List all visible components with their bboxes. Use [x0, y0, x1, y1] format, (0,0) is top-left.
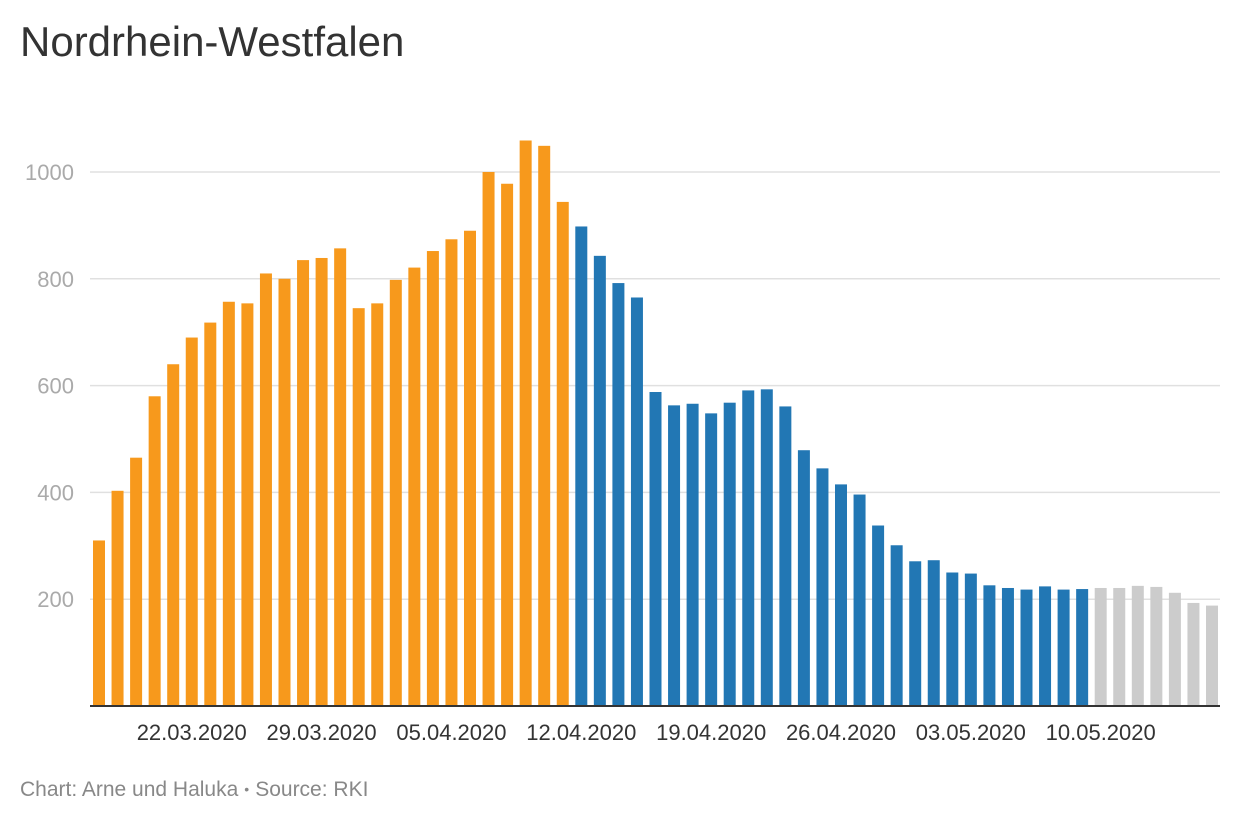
chart-credit: Chart: Arne und Haluka — [20, 778, 239, 801]
bar — [890, 545, 903, 706]
bar — [1057, 589, 1070, 706]
bar — [1020, 589, 1033, 706]
y-tick-label: 1000 — [25, 160, 74, 185]
bar — [259, 273, 272, 706]
bar — [927, 560, 940, 706]
bar — [408, 267, 421, 706]
bar — [93, 540, 105, 706]
bar — [501, 183, 514, 707]
bar — [668, 405, 681, 706]
x-tick-label: 26.04.2020 — [786, 720, 896, 745]
bar — [630, 297, 643, 706]
bar — [1150, 586, 1163, 706]
bar — [315, 257, 328, 706]
bar — [241, 303, 254, 706]
bar — [222, 301, 235, 706]
bar — [464, 230, 476, 707]
y-tick-label: 200 — [37, 587, 74, 612]
bar — [835, 484, 847, 706]
bar — [1076, 589, 1089, 706]
footer-separator: • — [244, 781, 250, 797]
x-tick-label: 19.04.2020 — [656, 720, 766, 745]
bar — [204, 322, 217, 706]
x-tick-label: 12.04.2020 — [526, 720, 636, 745]
x-tick-label: 03.05.2020 — [916, 720, 1026, 745]
chart-footer: Chart: Arne und Haluka • Source: RKI — [20, 778, 368, 802]
bar — [723, 402, 736, 706]
bar — [964, 573, 977, 706]
bar — [167, 364, 180, 706]
bar — [1206, 605, 1218, 706]
x-tick-label: 10.05.2020 — [1046, 720, 1156, 745]
bar — [612, 283, 625, 706]
bar — [130, 457, 143, 706]
bar — [742, 390, 755, 706]
bar — [1131, 585, 1144, 706]
bar — [519, 140, 532, 706]
bar — [371, 303, 384, 706]
bar — [797, 450, 810, 706]
bar — [1168, 592, 1181, 706]
bar — [686, 403, 699, 706]
bar — [816, 468, 829, 706]
bar — [352, 308, 365, 706]
bar — [1001, 587, 1014, 706]
y-tick-label: 400 — [37, 480, 74, 505]
bar — [593, 255, 606, 706]
bar — [148, 396, 161, 706]
bar — [185, 337, 198, 706]
bar — [983, 585, 996, 706]
bar — [575, 226, 588, 706]
bar — [389, 279, 402, 706]
bar — [946, 572, 959, 706]
x-tick-label: 29.03.2020 — [267, 720, 377, 745]
bar — [1113, 587, 1126, 706]
y-tick-label: 600 — [37, 374, 74, 399]
y-tick-label: 800 — [37, 267, 74, 292]
chart-title: Nordrhein-Westfalen — [20, 18, 405, 65]
bar — [334, 248, 347, 706]
bar — [705, 413, 718, 706]
bar — [445, 239, 458, 706]
bar — [909, 561, 922, 706]
x-axis-ticks: 22.03.2020 29.03.2020 05.04.2020 12.04.2020… — [137, 720, 1156, 745]
bar — [111, 490, 124, 706]
chart-source: Source: RKI — [255, 778, 369, 801]
bar — [538, 145, 551, 707]
bar — [1094, 587, 1107, 706]
bar — [482, 172, 495, 706]
bars — [93, 140, 1218, 707]
bar — [853, 494, 866, 706]
bar — [872, 525, 885, 706]
bar — [760, 389, 773, 706]
bar — [1187, 602, 1200, 706]
x-tick-label: 22.03.2020 — [137, 720, 247, 745]
bar — [426, 251, 439, 707]
bar — [556, 201, 569, 707]
bar — [297, 260, 310, 706]
y-axis-ticks: 200 400 600 800 1000 — [25, 160, 74, 612]
bar — [278, 278, 291, 706]
bar — [1039, 586, 1052, 706]
bar — [649, 392, 662, 706]
bar — [779, 406, 792, 706]
x-tick-label: 05.04.2020 — [396, 720, 506, 745]
